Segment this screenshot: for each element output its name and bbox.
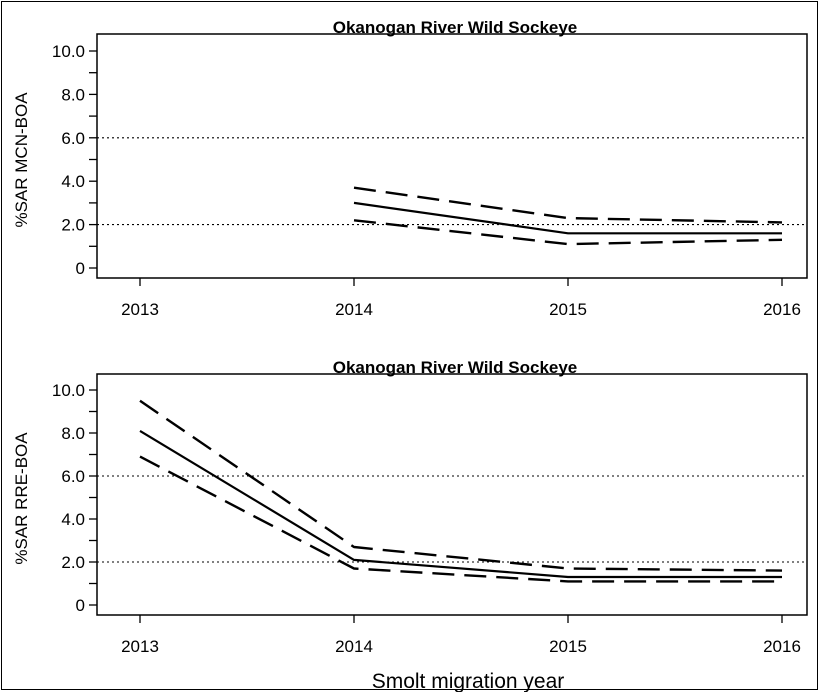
chart-panel-2: Okanogan River Wild Sockeye 0 2.0 4.0 6.0 8.0… xyxy=(12,358,808,692)
x-tick-label: 2016 xyxy=(763,300,801,319)
x-axis-label: Smolt migration year xyxy=(372,670,565,692)
estimate-line xyxy=(353,201,782,235)
y-tick-label: 6.0 xyxy=(61,129,85,148)
x-tick-label: 2013 xyxy=(121,637,159,656)
x-tick-label: 2013 xyxy=(121,300,159,319)
confidence-bound-line xyxy=(139,399,783,572)
confidence-bound-line xyxy=(353,219,783,246)
y-tick-label: 10.0 xyxy=(52,381,85,400)
y-axis-label: %SAR MCN-BOA xyxy=(12,92,31,228)
chart-title: Okanogan River Wild Sockeye xyxy=(333,358,578,377)
y-tick-label: 4.0 xyxy=(61,510,85,529)
confidence-bound-line xyxy=(353,186,783,224)
plot-box xyxy=(96,33,808,279)
x-tick-label: 2014 xyxy=(335,637,373,656)
y-tick-label: 2.0 xyxy=(61,553,85,572)
estimate-line xyxy=(139,429,782,579)
y-tick-label: 0 xyxy=(76,596,85,615)
x-tick-label: 2016 xyxy=(763,637,801,656)
x-tick-label: 2015 xyxy=(549,300,587,319)
y-tick-label: 4.0 xyxy=(61,172,85,191)
chart-panel-1: Okanogan River Wild Sockeye 0 2.0 4.0 6.0 8.0… xyxy=(12,18,808,319)
x-tick-label: 2014 xyxy=(335,300,373,319)
confidence-bound-line xyxy=(139,455,782,583)
y-tick-label: 10.0 xyxy=(52,42,85,61)
x-tick-label: 2015 xyxy=(549,637,587,656)
chart-title: Okanogan River Wild Sockeye xyxy=(333,18,578,37)
y-tick-label: 6.0 xyxy=(61,467,85,486)
y-tick-label: 8.0 xyxy=(61,85,85,104)
y-tick-label: 2.0 xyxy=(61,216,85,235)
y-axis-label: %SAR RRE-BOA xyxy=(12,432,31,565)
y-tick-label: 0 xyxy=(76,259,85,278)
plot-box xyxy=(96,373,808,616)
y-tick-label: 8.0 xyxy=(61,424,85,443)
